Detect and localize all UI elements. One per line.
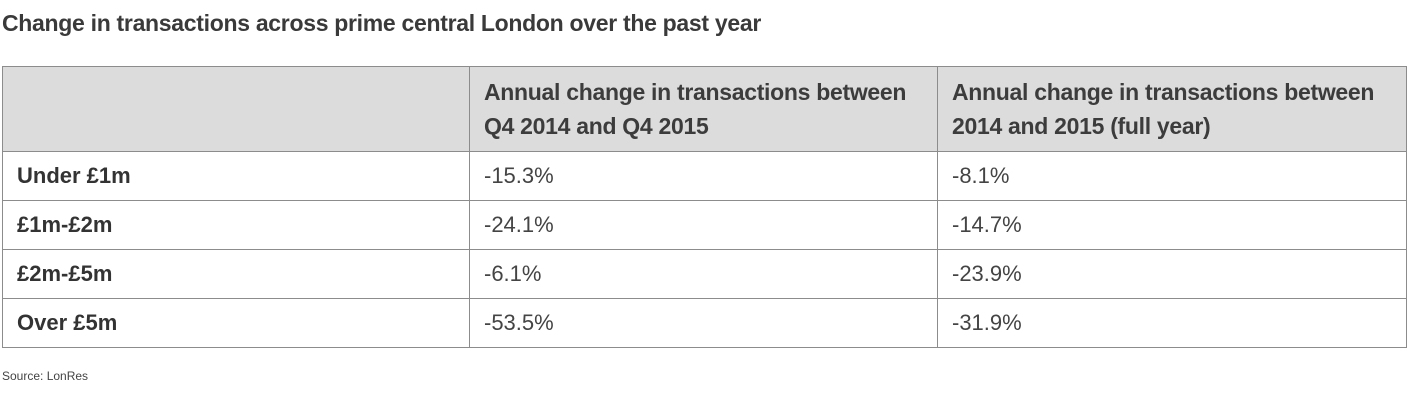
table-cell: -53.5% [469,298,938,348]
table-cell: -14.7% [937,200,1407,250]
column-header-full-year-change: Annual change in transactions between 20… [937,66,1407,152]
table-cell: -31.9% [937,298,1407,348]
column-header-q4-change: Annual change in transactions between Q4… [469,66,938,152]
row-label: Under £1m [2,151,470,201]
transactions-table: Annual change in transactions between Q4… [2,66,1407,348]
table-cell: -6.1% [469,249,938,299]
table-row: Under £1m -15.3% -8.1% [2,151,1407,201]
row-label: Over £5m [2,298,470,348]
table-cell: -15.3% [469,151,938,201]
table-cell: -23.9% [937,249,1407,299]
table-cell: -8.1% [937,151,1407,201]
table-row: £1m-£2m -24.1% -14.7% [2,200,1407,250]
table-row: Over £5m -53.5% -31.9% [2,298,1407,348]
table-title: Change in transactions across prime cent… [2,10,761,36]
table-header-row: Annual change in transactions between Q4… [2,66,1407,152]
column-header-band [2,66,470,152]
table-row: £2m-£5m -6.1% -23.9% [2,249,1407,299]
table-cell: -24.1% [469,200,938,250]
row-label: £1m-£2m [2,200,470,250]
source-note: Source: LonRes [2,369,89,383]
row-label: £2m-£5m [2,249,470,299]
